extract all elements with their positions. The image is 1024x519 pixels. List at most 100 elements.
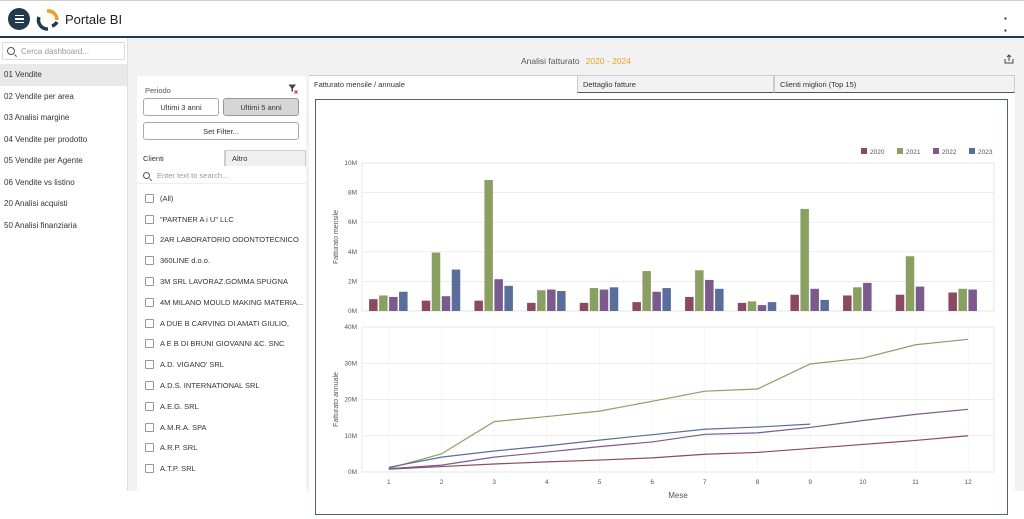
bar <box>958 288 967 311</box>
client-name: 2AR LABORATORIO ODONTOTECNICO <box>160 235 299 245</box>
search-icon <box>143 172 150 179</box>
x-axis-label: Mese <box>668 491 688 500</box>
x-tick-label: 5 <box>598 479 602 486</box>
checkbox[interactable] <box>145 360 154 370</box>
client-name: 360LINE d.o.o. <box>160 256 211 266</box>
bar <box>431 252 441 311</box>
dashboard-search-input[interactable]: Cerca dashboard... <box>2 42 125 60</box>
bar <box>948 292 957 311</box>
checkbox[interactable] <box>145 297 154 307</box>
client-list-item[interactable]: A DUE B CARVING DI AMATI GIULIO, <box>137 313 306 334</box>
legend-swatch <box>933 148 939 154</box>
y-tick-label: 4M <box>348 249 357 256</box>
client-list-item[interactable]: A.D. VIGANO' SRL <box>137 354 306 375</box>
x-tick-label: 10 <box>859 479 867 486</box>
client-name: A.M.R.A. SPA <box>160 422 207 432</box>
client-list-item[interactable]: A.M.R.A. SPA <box>137 417 306 438</box>
tab-other[interactable]: Altro <box>225 150 306 166</box>
filter-panel: Periodo Ultimi 3 anni Ultimi 5 anni Set … <box>137 76 306 518</box>
x-tick-label: 9 <box>808 479 812 486</box>
client-name: A DUE B CARVING DI AMATI GIULIO, <box>160 318 289 328</box>
checkbox[interactable] <box>145 401 154 411</box>
client-name: A.D. VIGANO' SRL <box>160 360 224 370</box>
client-list-item[interactable]: A E B DI BRUNI GIOVANNI &C. SNC <box>137 334 306 355</box>
client-list-item[interactable]: A.D.S. INTERNATIONAL SRL <box>137 375 306 396</box>
y-tick-label: 0M <box>348 308 357 315</box>
checkbox[interactable] <box>145 422 154 432</box>
checkbox[interactable] <box>145 318 154 328</box>
client-list-item[interactable]: A.R.P. SRL <box>137 438 306 459</box>
checkbox[interactable] <box>145 256 154 266</box>
tab-invoice-detail[interactable]: Dettaglio fatture <box>577 75 774 93</box>
sidebar-item[interactable]: 04 Vendite per prodotto <box>4 134 88 144</box>
bar <box>685 296 694 311</box>
checkbox[interactable] <box>145 193 154 203</box>
checkbox[interactable] <box>145 443 154 453</box>
client-list-item[interactable]: 4M MILANO MOULD MAKING MATERIA... <box>137 292 306 313</box>
bar <box>652 291 661 311</box>
client-name: 3M SRL LAVORAZ.GOMMA SPUGNA <box>160 277 288 287</box>
tab-clients[interactable]: Clienti <box>137 150 225 166</box>
tab-top-clients[interactable]: Clienti migliori (Top 15) <box>774 75 1015 93</box>
export-icon[interactable] <box>1004 54 1014 64</box>
bar <box>915 286 925 311</box>
chart-container: 2020 2021 2022 2023 0M 2M 4M 6M 8M 10M Fatturato m… <box>315 99 1008 515</box>
checkbox[interactable] <box>145 339 154 349</box>
chart-panel: Fatturato mensile / annuale Dettaglio fa… <box>309 75 1015 519</box>
app-title: Portale BI <box>65 12 123 27</box>
sidebar-item[interactable]: 05 Vendite per Agente <box>4 156 83 166</box>
client-list-item[interactable]: A.T.P. SRL <box>137 458 306 479</box>
bar <box>599 289 609 311</box>
bar <box>968 289 977 311</box>
x-tick-label: 12 <box>965 479 973 486</box>
last-3-years-button[interactable]: Ultimi 3 anni <box>143 98 219 116</box>
bar <box>484 180 493 311</box>
sidebar-item[interactable]: 06 Vendite vs listino <box>4 177 75 187</box>
client-list-item[interactable]: 360LINE d.o.o. <box>137 250 306 271</box>
client-list-item[interactable]: A.E.G. SRL <box>137 396 306 417</box>
last-5-years-button[interactable]: Ultimi 5 anni <box>223 98 299 116</box>
legend-label: 2022 <box>942 149 957 156</box>
client-name: A.R.P. SRL <box>160 443 198 453</box>
checkbox[interactable] <box>145 214 154 224</box>
bar <box>547 289 556 311</box>
bar <box>662 288 671 311</box>
checkbox[interactable] <box>145 235 154 245</box>
clear-filter-icon[interactable] <box>288 84 298 94</box>
client-name: A.E.G. SRL <box>160 401 199 411</box>
bar <box>800 208 809 311</box>
client-list-item[interactable]: "PARTNER A i U" LLC <box>137 209 306 230</box>
bar <box>369 299 378 311</box>
sidebar-item[interactable]: 01 Vendite <box>0 64 127 86</box>
checkbox[interactable] <box>145 277 154 287</box>
filter-tabs: Clienti Altro <box>137 150 306 166</box>
client-list-item[interactable]: 3M SRL LAVORAZ.GOMMA SPUGNA <box>137 271 306 292</box>
bar <box>589 288 599 311</box>
bar <box>451 269 461 311</box>
client-search-input[interactable]: Enter text to search... <box>137 168 306 184</box>
tab-monthly-annual[interactable]: Fatturato mensile / annuale <box>309 75 577 93</box>
sidebar-item[interactable]: 20 Analisi acquisti <box>4 199 68 209</box>
sidebar-item[interactable]: 02 Vendite per area <box>4 91 74 101</box>
set-filter-button[interactable]: Set Filter... <box>143 122 299 140</box>
sidebar-item[interactable]: 50 Analisi finanziaria <box>4 220 77 230</box>
checkbox[interactable] <box>145 464 154 474</box>
client-name: A.D.S. INTERNATIONAL SRL <box>160 381 260 391</box>
logo-icon <box>36 9 59 31</box>
bar <box>757 305 767 311</box>
bar <box>863 282 872 311</box>
period-label: Periodo <box>145 86 171 95</box>
client-name: A.T.P. SRL <box>160 464 196 474</box>
y-tick-label: 10M <box>344 160 357 167</box>
x-tick-label: 11 <box>912 479 919 486</box>
bar <box>441 296 451 311</box>
menu-icon[interactable] <box>8 8 30 30</box>
checkbox[interactable] <box>145 381 154 391</box>
page-title: Analisi fatturato 2020 - 2024 <box>521 56 631 66</box>
top-bar: Portale BI ··· <box>0 0 1024 49</box>
bar <box>705 279 714 311</box>
client-list-item[interactable]: (All) <box>137 188 306 209</box>
sidebar-item[interactable]: 03 Analisi margine <box>4 113 70 123</box>
chart-tabs: Fatturato mensile / annuale Dettaglio fa… <box>309 75 1015 93</box>
client-list-item[interactable]: 2AR LABORATORIO ODONTOTECNICO <box>137 230 306 251</box>
